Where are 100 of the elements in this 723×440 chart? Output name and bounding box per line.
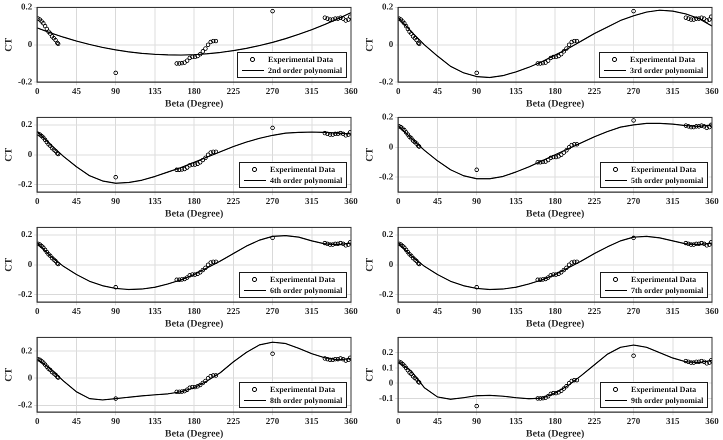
point bbox=[208, 374, 213, 378]
point bbox=[402, 21, 407, 26]
point bbox=[556, 154, 561, 158]
point bbox=[174, 168, 179, 172]
x-tick-label: 90 bbox=[472, 306, 482, 316]
point bbox=[41, 135, 46, 140]
point bbox=[211, 38, 216, 44]
point bbox=[198, 270, 202, 274]
point bbox=[184, 165, 190, 170]
legend-label: Experimental Data bbox=[631, 274, 696, 286]
point bbox=[44, 250, 50, 254]
x-tick-label: 45 bbox=[72, 196, 82, 206]
point bbox=[348, 14, 351, 19]
x-axis-title: Beta (Degree) bbox=[526, 318, 584, 330]
legend-label: Experimental Data bbox=[631, 164, 696, 176]
point bbox=[551, 390, 556, 396]
point bbox=[48, 144, 53, 148]
point bbox=[42, 362, 48, 367]
x-tick-label: 45 bbox=[432, 86, 442, 96]
x-tick-label: 45 bbox=[72, 416, 82, 426]
point bbox=[214, 373, 218, 378]
point bbox=[694, 16, 699, 21]
point bbox=[686, 124, 691, 129]
point bbox=[328, 358, 332, 362]
x-tick-label: 225 bbox=[226, 196, 241, 206]
point bbox=[631, 118, 636, 123]
x-tick-label: 45 bbox=[432, 196, 442, 206]
point bbox=[562, 386, 566, 391]
point bbox=[190, 54, 195, 60]
point bbox=[562, 49, 566, 54]
point bbox=[554, 272, 558, 277]
point bbox=[325, 242, 330, 246]
x-tick-label: 0 bbox=[396, 196, 401, 206]
point bbox=[559, 388, 564, 394]
point bbox=[48, 31, 53, 36]
point bbox=[688, 124, 694, 130]
point bbox=[412, 36, 418, 40]
y-tick-label: -0.2 bbox=[378, 172, 394, 182]
point bbox=[702, 242, 706, 246]
x-tick-label: 135 bbox=[148, 196, 162, 206]
point bbox=[340, 356, 346, 362]
point bbox=[206, 262, 210, 267]
point bbox=[540, 396, 546, 400]
x-tick-label: 135 bbox=[509, 416, 524, 426]
point bbox=[540, 277, 546, 282]
x-tick-label: 225 bbox=[588, 306, 602, 316]
point bbox=[174, 61, 179, 66]
point bbox=[333, 132, 338, 136]
point bbox=[200, 380, 206, 386]
x-axis-title: Beta (Degree) bbox=[164, 208, 224, 220]
point bbox=[548, 56, 553, 60]
point bbox=[551, 154, 556, 160]
y-tick-label: -0.2 bbox=[18, 400, 33, 410]
point bbox=[708, 14, 712, 19]
point bbox=[330, 132, 335, 137]
x-tick-label: 180 bbox=[548, 86, 562, 96]
y-tick-label: -0.2 bbox=[378, 289, 394, 300]
point bbox=[564, 148, 569, 153]
point bbox=[182, 60, 187, 65]
x-tick-label: 270 bbox=[266, 306, 280, 316]
point bbox=[400, 19, 405, 24]
point bbox=[180, 167, 184, 172]
point bbox=[44, 26, 50, 32]
x-tick-label: 360 bbox=[344, 306, 358, 316]
x-tick-label: 360 bbox=[705, 416, 720, 426]
x-tick-label: 270 bbox=[266, 196, 280, 206]
y-axis-title: CT bbox=[4, 148, 15, 162]
point bbox=[696, 16, 702, 21]
point bbox=[574, 378, 580, 382]
point bbox=[704, 126, 709, 130]
x-tick-label: 270 bbox=[266, 86, 280, 96]
point bbox=[200, 49, 206, 54]
point bbox=[336, 242, 340, 246]
y-tick-label: 0 bbox=[28, 39, 33, 50]
point bbox=[195, 384, 200, 389]
point bbox=[346, 17, 351, 22]
point bbox=[200, 158, 206, 162]
point bbox=[44, 140, 50, 144]
y-axis-title: CT bbox=[4, 368, 15, 382]
point bbox=[566, 262, 572, 267]
point bbox=[406, 26, 410, 32]
x-tick-label: 270 bbox=[626, 86, 641, 96]
point bbox=[546, 394, 550, 398]
point bbox=[336, 16, 340, 21]
point bbox=[322, 15, 328, 20]
point bbox=[338, 356, 343, 361]
point bbox=[543, 60, 548, 65]
point bbox=[41, 360, 46, 365]
point bbox=[198, 382, 202, 388]
x-tick-label: 0 bbox=[396, 86, 401, 96]
x-axis-title: Beta (Degree) bbox=[164, 318, 224, 330]
point bbox=[328, 242, 332, 247]
point bbox=[203, 266, 208, 270]
point bbox=[538, 61, 543, 66]
legend-label: Experimental Data bbox=[630, 54, 696, 66]
x-tick-label: 90 bbox=[472, 86, 482, 96]
point bbox=[684, 358, 688, 364]
point bbox=[322, 356, 328, 361]
x-tick-label: 315 bbox=[305, 416, 320, 426]
point bbox=[546, 58, 550, 63]
